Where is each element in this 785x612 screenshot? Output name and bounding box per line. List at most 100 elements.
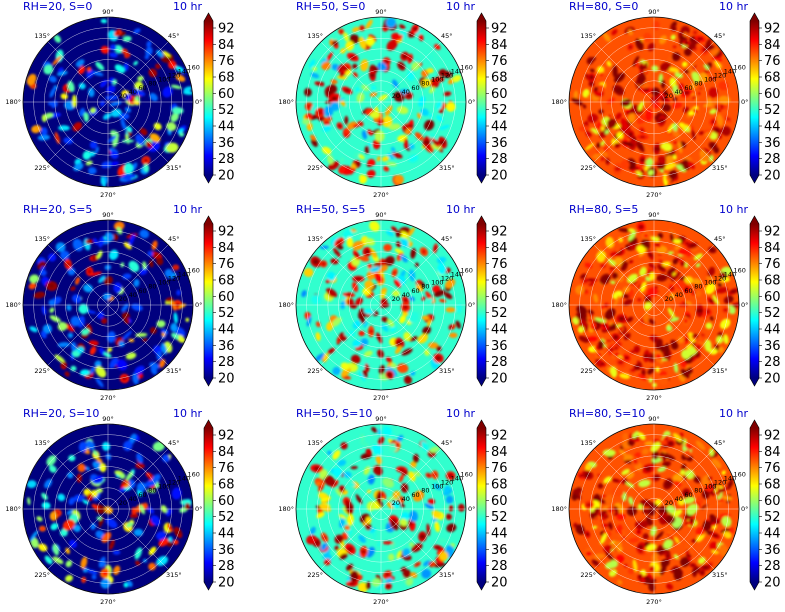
heatmap-core [349,582,356,586]
heatmap-cell [50,523,59,531]
heatmap-cell [176,289,181,296]
heatmap-cell [620,117,629,131]
radial-tick-label: 40 [675,291,683,299]
heatmap-core [727,483,734,486]
heatmap-cell [596,142,601,148]
heatmap-cell [362,287,371,296]
heatmap-core [431,562,435,566]
heatmap-cell [376,156,381,162]
angle-label: 45° [168,439,180,447]
heatmap-core [688,519,695,522]
heatmap-cell [638,100,644,111]
heatmap-cell [96,311,105,319]
heatmap-cell [41,501,51,510]
heatmap-core [439,110,443,113]
heatmap-cell [352,231,364,237]
heatmap-cell [156,320,166,328]
heatmap-core [312,259,319,265]
heatmap-core [662,561,668,565]
heatmap-cell [606,60,612,67]
heatmap-core [602,276,609,282]
heatmap-cell [636,245,646,254]
heatmap-core [704,70,709,73]
colorbar-tick-label: 20 [764,372,781,387]
heatmap-core [340,72,344,76]
heatmap-core [396,94,402,100]
heatmap-cell [41,305,47,316]
heatmap-cell [65,560,73,568]
heatmap-cell [90,271,102,276]
radial-tick-label: 80 [421,80,429,88]
heatmap-cell [675,279,687,290]
heatmap-cell [369,111,380,119]
heatmap-cell [96,250,103,260]
heatmap-cell [705,484,714,492]
radial-tick-label: 80 [148,80,156,88]
colorbar-tick-label: 20 [491,576,508,591]
heatmap-cell [692,333,699,339]
heatmap-cell [647,169,654,176]
heatmap-cell [346,102,355,112]
heatmap-core [398,467,405,472]
heatmap-cell [161,332,166,337]
heatmap-cell [132,372,139,385]
grid-spoke [107,448,169,510]
radial-tick-label: 20 [119,499,127,507]
heatmap-cell [410,371,416,376]
heatmap-cell [67,472,74,479]
heatmap-core [684,287,689,292]
heatmap-cell [168,60,177,69]
grid-spoke [380,101,442,163]
heatmap-cell [597,483,604,489]
heatmap-core [92,255,96,261]
radial-tick-label: 80 [694,80,702,88]
colorbar-tick-label: 44 [218,120,235,135]
angle-label: 270° [646,598,662,606]
heatmap-core [700,571,704,575]
heatmap-cell [408,143,415,150]
heatmap-core [578,308,585,313]
angle-label: 90° [375,211,387,219]
colorbar-tick-label: 68 [218,478,235,493]
radial-tick-label: 120 [441,479,453,487]
heatmap-cell [401,512,410,521]
heatmap-core [406,94,411,98]
heatmap-cell [91,503,99,510]
colorbar-tick-label: 84 [491,445,508,460]
heatmap-core [667,516,673,522]
heatmap-core [607,311,614,317]
angle-labels: 90° 45° 0° 315° 270° 225° 180° 135° [5,8,202,199]
heatmap-cell [390,326,397,333]
heatmap-cell [98,275,106,284]
grid-spoke [593,101,655,163]
angle-label: 90° [648,211,660,219]
heatmap-core [714,520,721,523]
heatmap-cell [394,346,402,354]
heatmap-cell [436,115,444,123]
heatmap-cell [614,269,623,281]
colorbar-gradient [204,224,213,378]
heatmap-cell [133,279,140,287]
polar-grid [22,16,194,188]
colorbar-tick-label: 20 [218,576,235,591]
colorbar-tick-label: 84 [764,38,781,53]
heatmap-cell [151,473,161,483]
heatmap-core [175,530,182,535]
heatmap-cell [175,65,183,72]
heatmap-cell [78,82,86,90]
heatmap-cell [170,84,182,90]
heatmap-cell [150,366,158,375]
heatmap-core [636,364,640,370]
angle-label: 315° [712,367,728,375]
heatmap-cell [28,282,37,290]
radial-tick-label: 60 [684,491,692,499]
heatmap-cell [312,66,318,72]
heatmap-cell [38,543,48,552]
heatmap-cell [95,530,105,539]
angle-label: 90° [375,415,387,423]
radial-tick-label: 140 [724,68,736,76]
heatmap-cell [366,270,376,281]
heatmap-core [710,515,714,519]
